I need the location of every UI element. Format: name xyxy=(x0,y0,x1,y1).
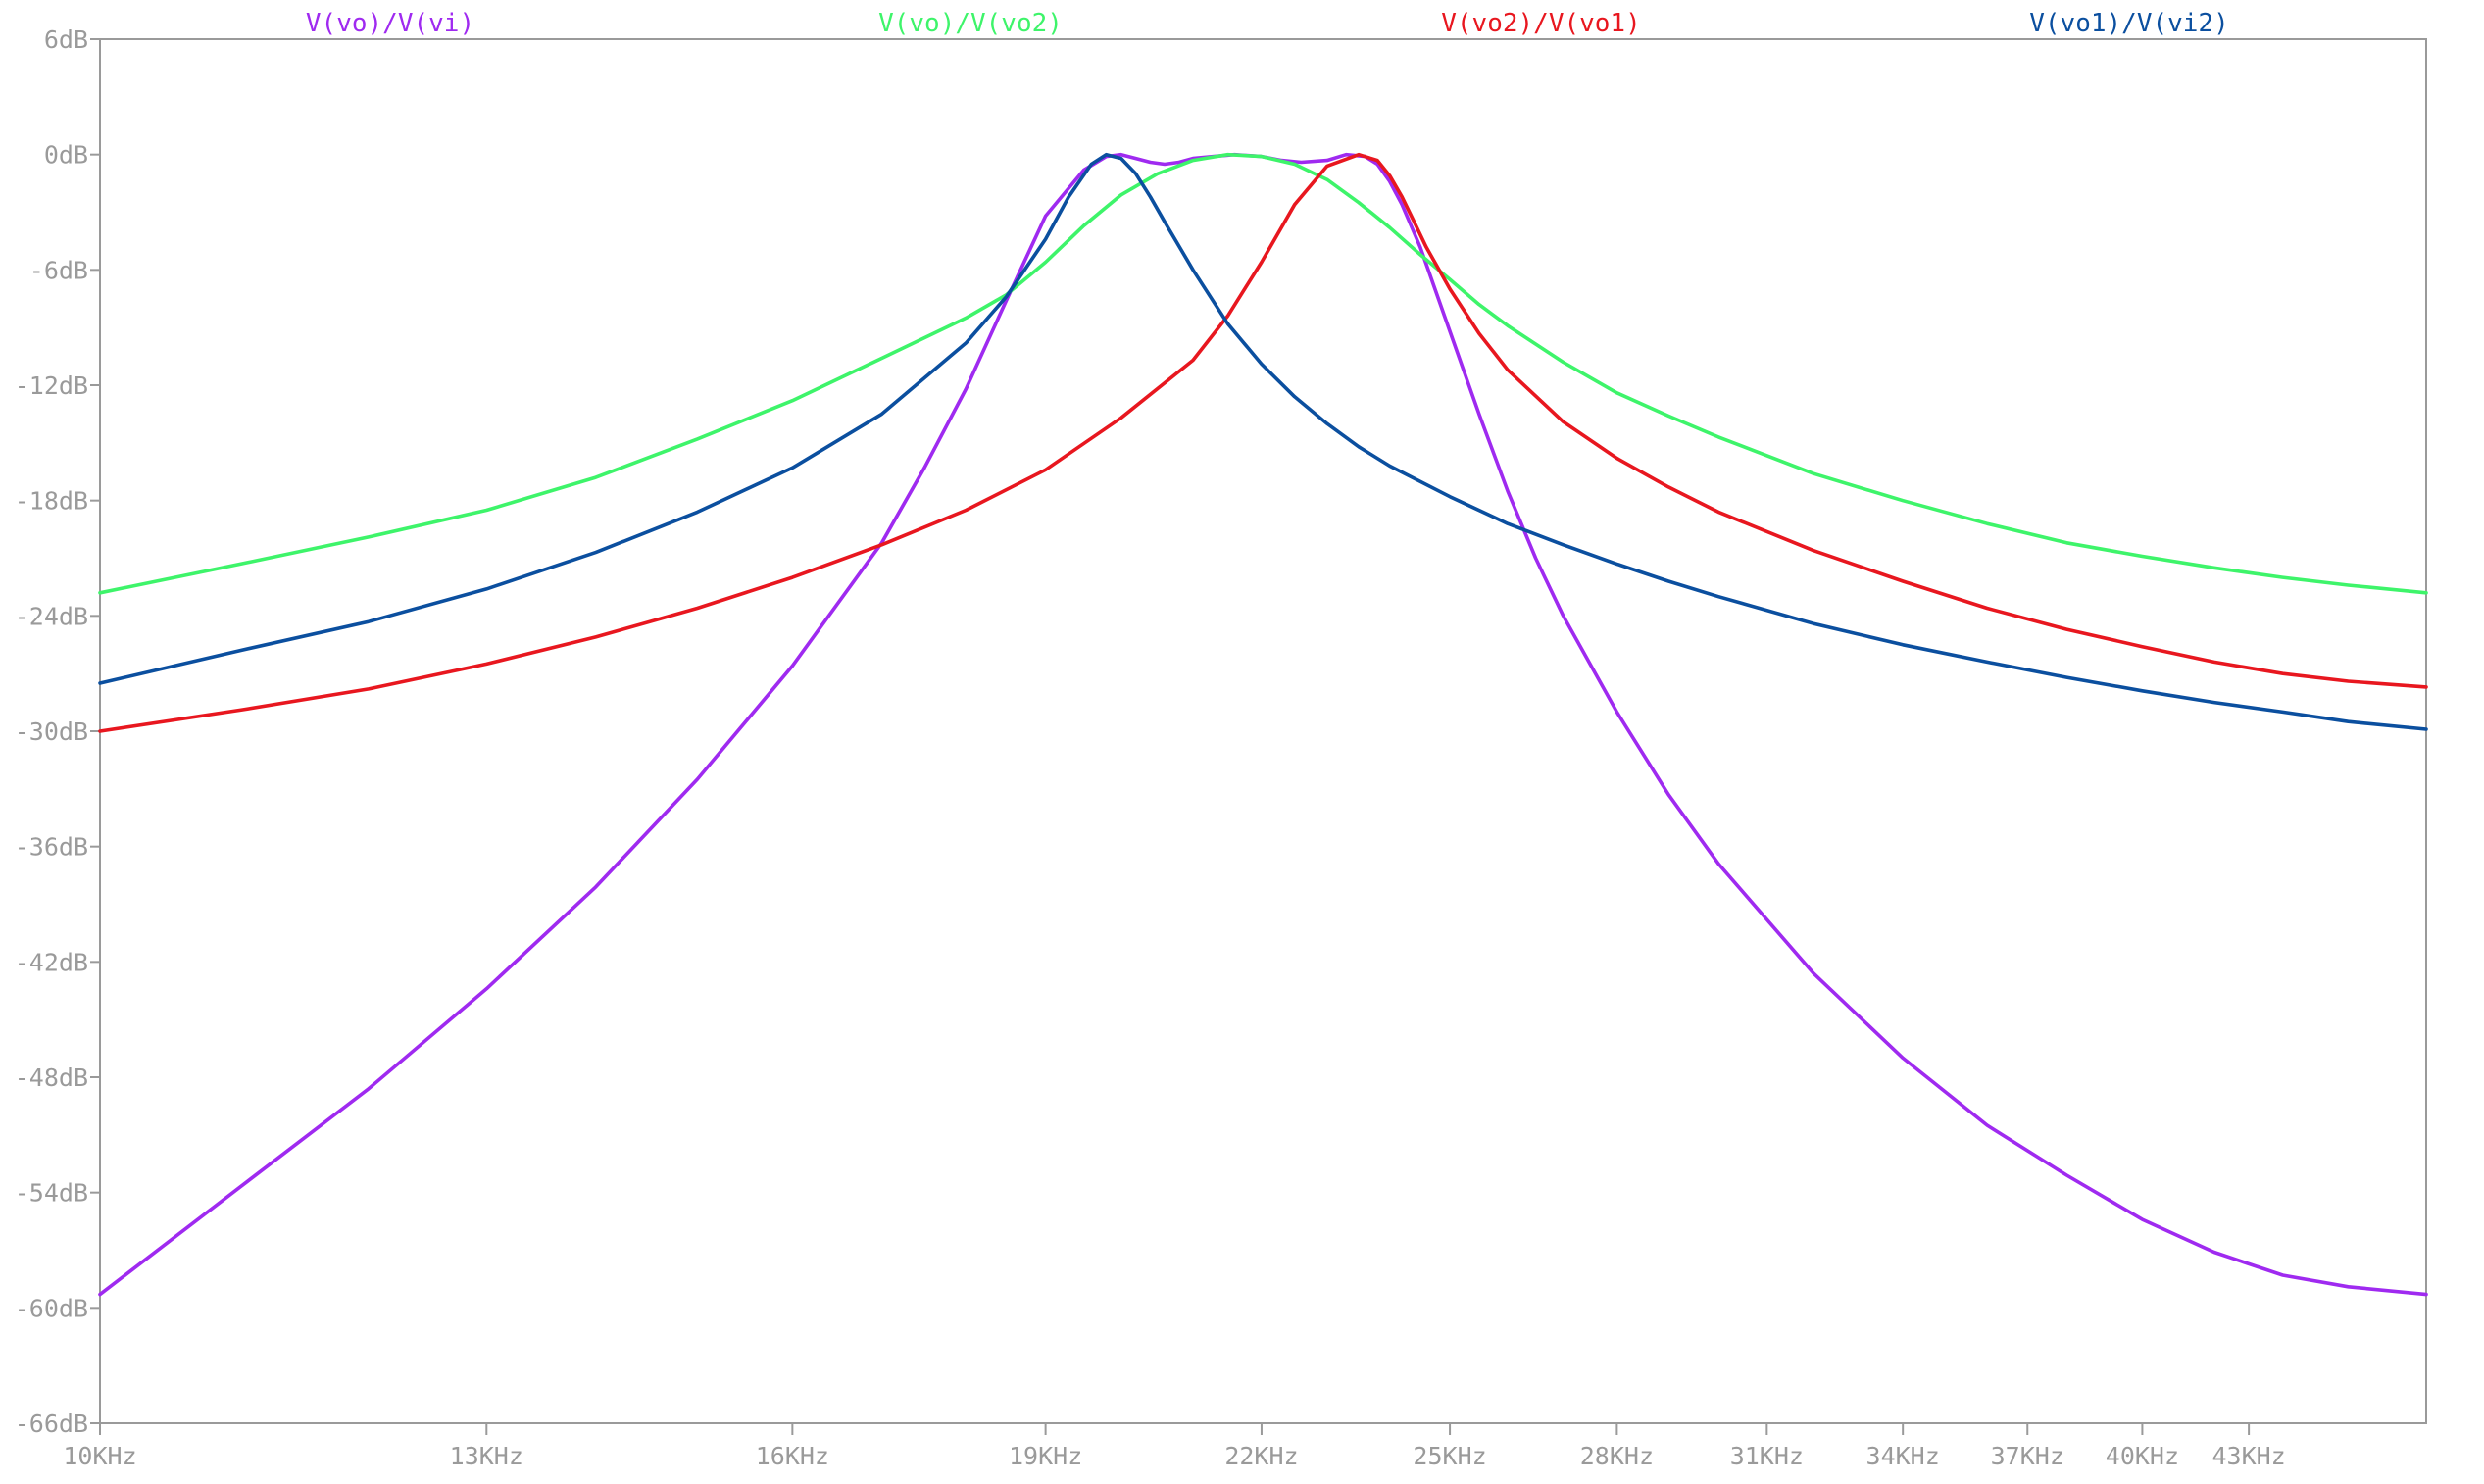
y-tick-label: -6dB xyxy=(29,256,88,284)
x-tick-label: 10KHz xyxy=(63,1442,136,1470)
x-tick-label: 31KHz xyxy=(1730,1442,1804,1470)
trace-2 xyxy=(98,152,2428,595)
y-tick-label: -60dB xyxy=(15,1294,88,1322)
x-axis: 10KHz 13KHz 16KHz 19KHz 22KHz 25KHz 28KHz 31KHz… xyxy=(63,1423,2286,1470)
y-axis: 6dB 0dB -6dB -12dB -18dB -24dB -30dB -36dB -42dB… xyxy=(15,25,100,1438)
y-tick-label: -24dB xyxy=(15,602,88,630)
y-tick-label: 0dB xyxy=(44,141,88,170)
y-tick-label: -30dB xyxy=(15,717,88,746)
y-tick-label: -54dB xyxy=(15,1179,88,1208)
y-tick-label: -48dB xyxy=(15,1064,88,1092)
trace-1 xyxy=(98,152,2428,1297)
y-tick-label: -66dB xyxy=(15,1410,88,1438)
x-tick-label: 40KHz xyxy=(2106,1442,2179,1470)
legend-label-1: V(vo)/V(vi) xyxy=(306,9,474,38)
traces xyxy=(98,152,2428,1297)
legend: V(vo)/V(vi) V(vo)/V(vo2) V(vo2)/V(vo1) V(vo… xyxy=(306,9,2229,38)
x-tick-label: 37KHz xyxy=(1991,1442,2064,1470)
x-tick-label: 34KHz xyxy=(1866,1442,1940,1470)
trace-3 xyxy=(98,152,2428,733)
x-tick-label: 43KHz xyxy=(2211,1442,2285,1470)
y-tick-label: -42dB xyxy=(15,948,88,976)
x-tick-label: 25KHz xyxy=(1413,1442,1486,1470)
x-tick-label: 16KHz xyxy=(756,1442,829,1470)
plot-frame xyxy=(99,38,2427,1424)
x-tick-label: 19KHz xyxy=(1009,1442,1082,1470)
y-tick-label: 6dB xyxy=(44,25,88,54)
x-tick-label: 28KHz xyxy=(1580,1442,1654,1470)
x-tick-label: 22KHz xyxy=(1224,1442,1298,1470)
legend-label-3: V(vo2)/V(vo1) xyxy=(1441,9,1641,38)
y-tick-label: -12dB xyxy=(15,371,88,400)
legend-label-2: V(vo)/V(vo2) xyxy=(878,9,1063,38)
y-tick-label: -18dB xyxy=(15,487,88,516)
y-tick-label: -36dB xyxy=(15,833,88,862)
trace-4 xyxy=(98,152,2428,731)
legend-label-4: V(vo1)/V(vi2) xyxy=(2029,9,2229,38)
x-tick-label: 13KHz xyxy=(450,1442,523,1470)
